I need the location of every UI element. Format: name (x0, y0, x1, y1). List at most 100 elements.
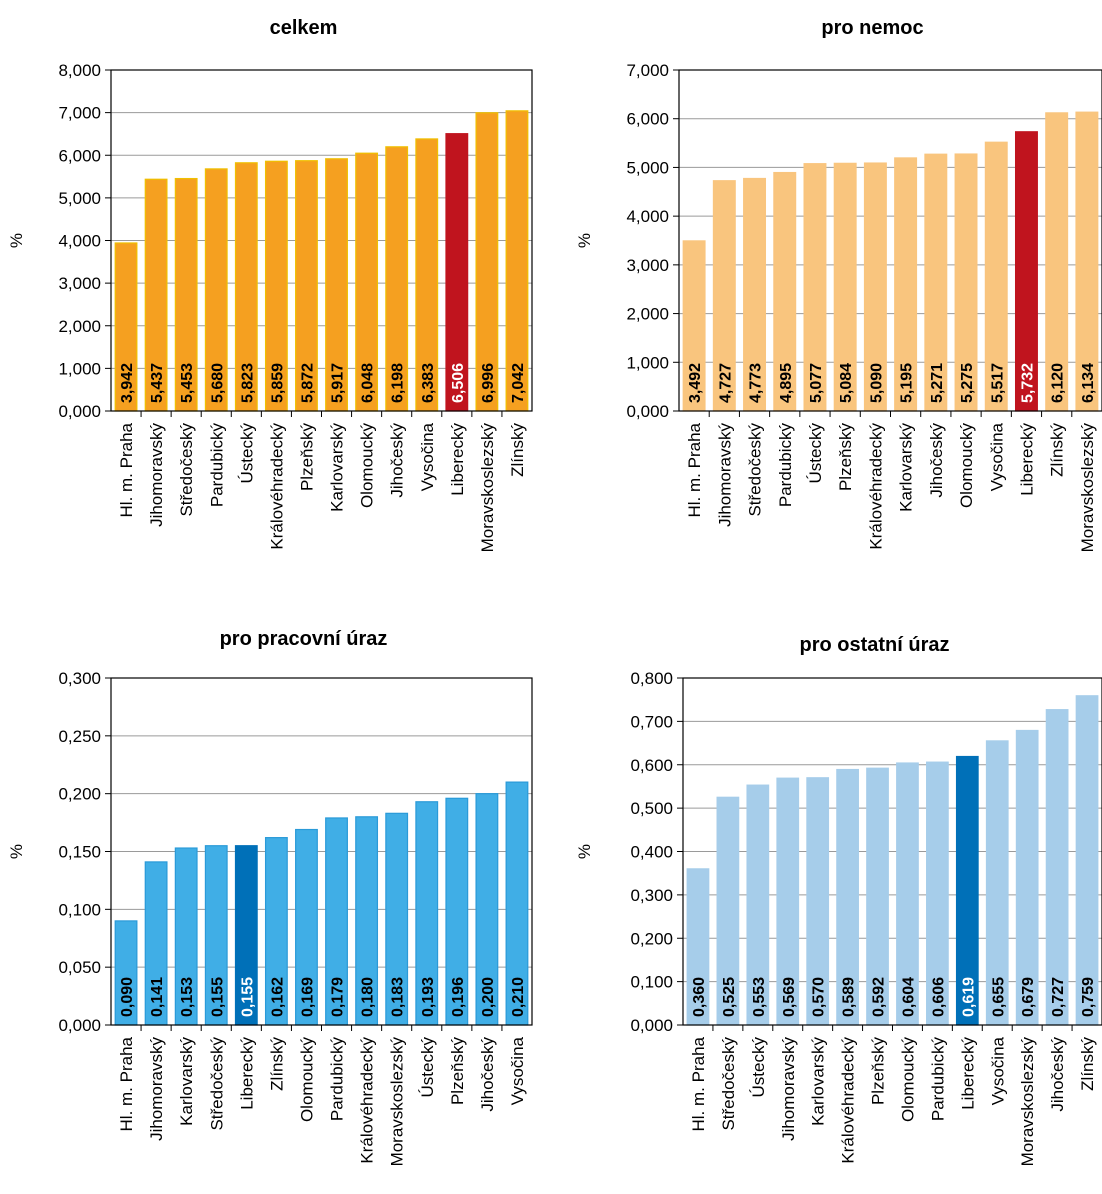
y-tick-label: 2,000 (626, 305, 669, 324)
y-tick-label: 4,000 (626, 207, 669, 226)
y-tick-label: 0,200 (630, 929, 673, 948)
category-label: Královéhradecký (267, 423, 286, 550)
y-tick-label: 5,000 (58, 189, 101, 208)
data-label: 6,120 (1050, 363, 1067, 403)
category-label: Liberecký (958, 1037, 977, 1110)
category-label: Vysočina (508, 1036, 527, 1105)
data-label: 0,210 (510, 977, 527, 1017)
data-label: 0,155 (209, 977, 226, 1017)
chart-2: pro pracovní úraz% 0,000 0,050 0,100 0,150 0,… (7, 628, 533, 1167)
category-label: Královéhradecký (839, 1037, 858, 1164)
category-label: Liberecký (448, 423, 467, 496)
data-label: 0,200 (480, 977, 497, 1017)
data-label: 0,162 (269, 977, 286, 1017)
data-label: 7,042 (510, 363, 527, 403)
data-label: 5,090 (868, 363, 885, 403)
category-label: Karlovarský (809, 1037, 828, 1126)
data-label: 0,141 (149, 977, 166, 1017)
y-axis-label: % (7, 233, 26, 248)
data-label: 5,823 (239, 363, 256, 403)
y-tick-label: 2,000 (58, 317, 101, 336)
category-label: Jihomoravský (779, 1037, 798, 1141)
data-label: 0,196 (450, 977, 467, 1017)
plot-frame (110, 69, 533, 412)
category-label: Pardubický (776, 423, 795, 508)
category-label: Olomoucký (898, 1037, 917, 1123)
category-label: Jihočeský (478, 1037, 497, 1112)
data-label: 0,655 (990, 977, 1007, 1017)
chart-title: celkem (270, 17, 338, 39)
data-label: 0,589 (841, 977, 858, 1017)
data-label: 0,180 (360, 977, 377, 1017)
chart-1: pro nemoc% 0,000 1,000 2,000 3,000 4,000 5,000… (575, 17, 1102, 552)
data-label: 4,727 (717, 363, 734, 403)
category-label: Jihočeský (1048, 1037, 1067, 1112)
data-label: 0,570 (811, 977, 828, 1017)
data-label: 3,942 (119, 363, 136, 403)
category-label: Karlovarský (897, 423, 916, 512)
y-tick-label: 0,250 (58, 727, 101, 746)
y-tick-label: 0,500 (630, 799, 673, 818)
y-tick-label: 0,200 (58, 785, 101, 804)
category-label: Zlínský (1048, 423, 1067, 477)
data-label: 0,169 (299, 977, 316, 1017)
data-label: 0,727 (1050, 977, 1067, 1017)
y-tick-label: 7,000 (626, 61, 669, 80)
y-tick-label: 1,000 (58, 359, 101, 378)
chart-title: pro pracovní úraz (220, 628, 388, 650)
category-label: Karlovarský (177, 1037, 196, 1126)
data-label: 3,492 (687, 363, 704, 403)
data-label: 0,553 (751, 977, 768, 1017)
chart-title: pro nemoc (821, 17, 923, 39)
category-label: Olomoucký (957, 423, 976, 509)
data-label: 5,195 (899, 363, 916, 403)
chart-0: celkem% 0,000 1,000 2,000 3,000 4,000 5,000 6,0… (7, 17, 533, 553)
y-tick-label: 6,000 (626, 110, 669, 129)
y-tick-label: 0,800 (630, 669, 673, 688)
data-label: 0,569 (781, 977, 798, 1017)
data-label: 0,606 (930, 977, 947, 1017)
category-label: Vysočina (418, 422, 437, 491)
y-tick-label: 0,300 (58, 669, 101, 688)
category-label: Moravskoslezský (388, 1037, 407, 1167)
y-axis-label: % (7, 844, 26, 859)
category-label: Středočeský (207, 1037, 226, 1131)
category-label: Hl. m. Praha (117, 1036, 136, 1131)
category-label: Vysočina (987, 422, 1006, 491)
category-label: Jihočeský (927, 423, 946, 498)
data-label: 0,525 (721, 977, 738, 1017)
category-label: Pardubický (207, 423, 226, 508)
category-label: Ústecký (418, 1037, 437, 1098)
y-tick-label: 0,600 (630, 756, 673, 775)
data-label: 6,383 (420, 363, 437, 403)
y-tick-label: 0,000 (58, 1016, 101, 1035)
data-label: 0,679 (1020, 977, 1037, 1017)
category-label: Královéhradecký (358, 1037, 377, 1164)
data-label: 6,996 (480, 363, 497, 403)
y-tick-label: 3,000 (626, 256, 669, 275)
y-tick-label: 7,000 (58, 104, 101, 123)
data-label: 5,437 (149, 363, 166, 403)
category-label: Královéhradecký (866, 423, 885, 550)
y-tick-label: 0,700 (630, 712, 673, 731)
category-label: Moravskoslezský (1018, 1037, 1037, 1167)
y-tick-label: 0,000 (630, 1016, 673, 1035)
category-label: Ústecký (749, 1037, 768, 1098)
bar (1075, 695, 1099, 1026)
y-tick-label: 1,000 (626, 353, 669, 372)
data-label: 0,604 (900, 977, 917, 1017)
data-label: 0,155 (239, 977, 256, 1017)
category-label: Středočeský (719, 1037, 738, 1131)
category-label: Hl. m. Praha (685, 422, 704, 517)
category-label: Ústecký (237, 423, 256, 484)
category-label: Moravskoslezský (478, 423, 497, 553)
category-label: Pardubický (328, 1037, 347, 1122)
category-label: Vysočina (988, 1036, 1007, 1105)
category-label: Karlovarský (328, 423, 347, 512)
category-label: Liberecký (1017, 423, 1036, 496)
category-label: Jihomoravský (147, 1037, 166, 1141)
category-label: Zlínský (508, 423, 527, 477)
chart-3: pro ostatní úraz% 0,000 0,100 0,200 0,300 0,4… (575, 634, 1102, 1166)
y-tick-label: 0,150 (58, 843, 101, 862)
data-label: 5,680 (209, 363, 226, 403)
